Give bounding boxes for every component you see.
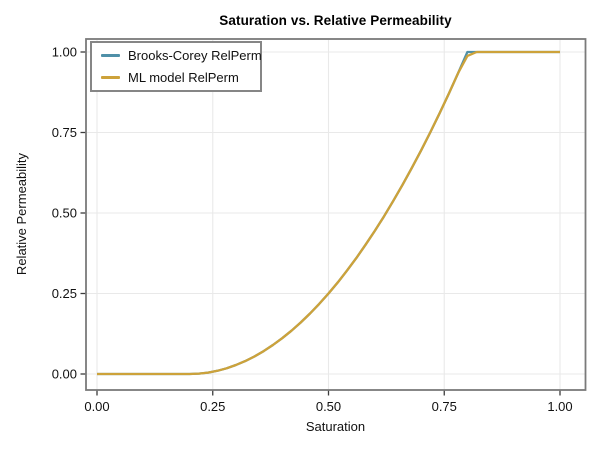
x-tick-label: 0.75: [432, 399, 457, 414]
x-tick-label: 1.00: [547, 399, 572, 414]
legend-label-brooks-corey: Brooks-Corey RelPerm: [128, 47, 262, 63]
y-tick-label: 0.50: [52, 206, 77, 221]
plot-frame: [85, 38, 587, 391]
y-axis-label: Relative Permeability: [14, 152, 29, 276]
x-tick-label: 0.50: [316, 399, 341, 414]
x-axis-label: Saturation: [305, 419, 366, 434]
legend-line-swatch-brooks-corey: [101, 53, 120, 57]
legend-item-ml-model: ML model RelPerm: [101, 68, 260, 88]
chart-title: Saturation vs. Relative Permeability: [219, 13, 452, 28]
y-tick-label: 0.25: [52, 286, 77, 301]
legend-line-swatch-ml-model: [101, 76, 120, 80]
y-tick-label: 1.00: [52, 45, 77, 60]
legend-label-ml-model: ML model RelPerm: [128, 70, 239, 86]
legend-item-brooks-corey: Brooks-Corey RelPerm: [101, 45, 262, 65]
series-line-ml-model: [97, 50, 560, 376]
y-tick-label: 0.75: [52, 125, 77, 140]
x-tick-label: 0.25: [200, 399, 225, 414]
legend: Brooks-Corey RelPerm ML model RelPerm: [90, 41, 262, 92]
y-tick-label: 0.00: [52, 367, 77, 382]
x-tick-label: 0.00: [84, 399, 109, 414]
